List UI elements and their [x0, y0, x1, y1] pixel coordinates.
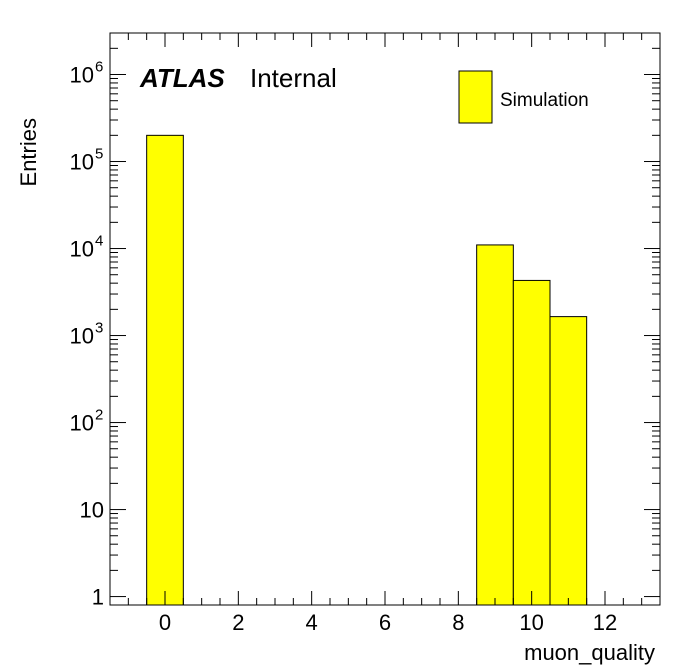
x-tick-label: 10	[519, 610, 543, 635]
y-tick-label: 10	[70, 150, 94, 175]
y-tick-exponent: 6	[95, 59, 103, 76]
y-tick-label: 10	[70, 324, 94, 349]
histogram-bar	[549, 316, 588, 606]
internal-label: Internal	[250, 63, 337, 93]
x-tick-label: 12	[593, 610, 617, 635]
histogram-bar	[146, 134, 184, 606]
y-tick-exponent: 2	[95, 407, 103, 424]
y-tick-label: 10	[70, 411, 94, 436]
legend: Simulation	[458, 70, 589, 124]
y-tick-label: 10	[70, 63, 94, 88]
x-tick-label: 8	[452, 610, 464, 635]
x-axis-title: muon_quality	[524, 640, 655, 665]
histogram-bar	[512, 279, 551, 606]
y-axis-title: Entries	[16, 118, 41, 186]
x-tick-label: 0	[159, 610, 171, 635]
bars-group	[146, 134, 588, 606]
x-tick-label: 6	[379, 610, 391, 635]
y-tick-label: 10	[80, 498, 104, 523]
y-tick-exponent: 3	[95, 320, 103, 337]
x-ticks-group: 0 2 4 6 8 10 12	[127, 33, 643, 635]
x-tick-label: 2	[232, 610, 244, 635]
y-tick-exponent: 4	[95, 233, 103, 250]
atlas-label: ATLAS	[139, 63, 225, 93]
x-tick-label: 4	[306, 610, 318, 635]
histogram-bar	[476, 244, 514, 606]
legend-swatch	[458, 70, 493, 124]
y-tick-label: 1	[92, 585, 104, 610]
y-tick-exponent: 5	[95, 146, 103, 163]
legend-label: Simulation	[500, 90, 589, 111]
y-tick-label: 10	[70, 237, 94, 262]
